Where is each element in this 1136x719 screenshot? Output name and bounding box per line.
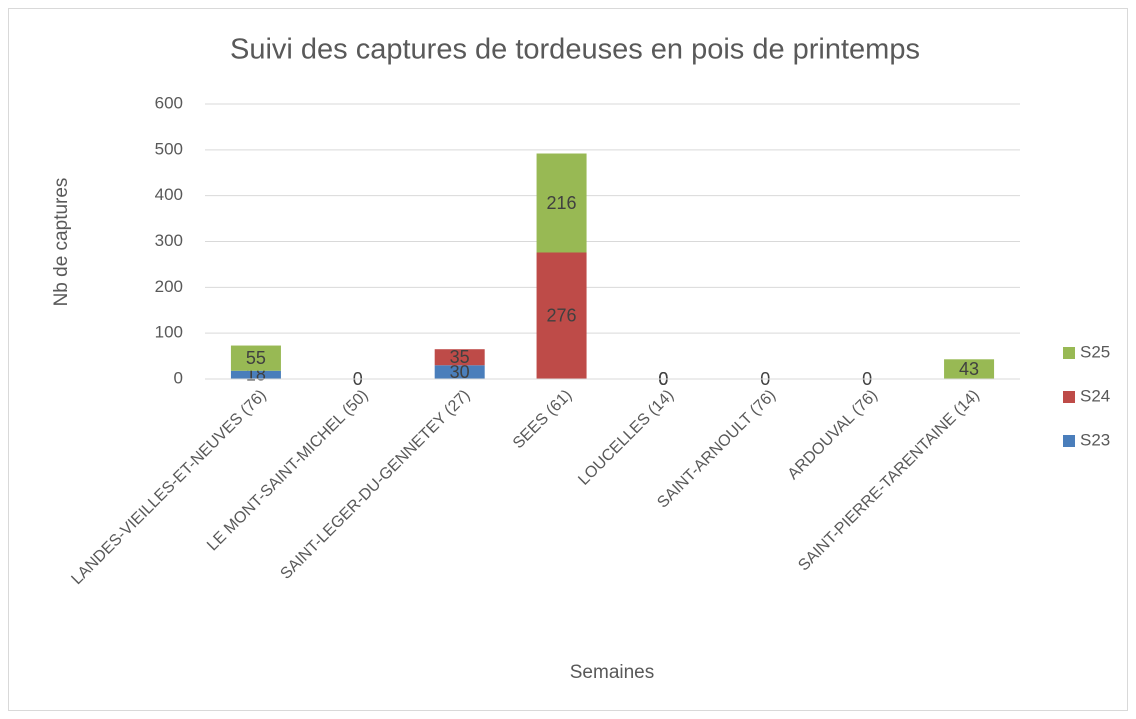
y-tick-label: 200	[155, 277, 183, 296]
legend-label: S23	[1080, 430, 1110, 449]
bar-segment	[434, 365, 485, 379]
chart-title: Suivi des captures de tordeuses en pois …	[230, 34, 920, 66]
legend-marker	[1063, 435, 1075, 447]
y-tick-label: 0	[174, 368, 183, 387]
bar-segment	[944, 359, 995, 379]
x-axis-label: Semaines	[570, 662, 655, 683]
data-label: 276	[547, 306, 577, 326]
bar-segment	[230, 345, 281, 371]
legend-label: S25	[1080, 342, 1110, 361]
y-tick-label: 100	[155, 323, 183, 342]
bar-segment	[230, 370, 281, 379]
data-label: 216	[547, 193, 577, 213]
y-tick-label: 300	[155, 231, 183, 250]
y-tick-label: 600	[155, 93, 183, 112]
y-tick-label: 500	[155, 139, 183, 158]
legend-marker	[1063, 391, 1075, 403]
data-label: 30	[450, 362, 470, 382]
bar-segment	[434, 349, 485, 366]
y-tick-label: 400	[155, 185, 183, 204]
data-label: 35	[450, 347, 470, 367]
data-label: 43	[959, 359, 979, 379]
bar-segment	[536, 153, 587, 253]
bar-segment	[536, 252, 587, 379]
y-axis-label: Nb de captures	[51, 178, 72, 307]
legend-label: S24	[1080, 386, 1110, 405]
data-label: 55	[246, 348, 266, 368]
legend-marker	[1063, 347, 1075, 359]
